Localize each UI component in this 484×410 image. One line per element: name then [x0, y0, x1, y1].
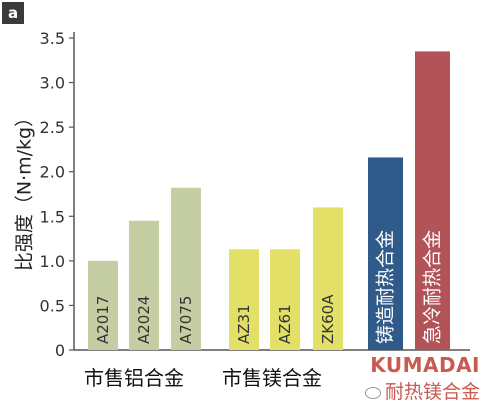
- bar-label-4: AZ61: [276, 304, 294, 344]
- bar-5: [313, 207, 343, 350]
- y-axis-label: 比强度（N·m/kg）: [13, 107, 36, 272]
- watermark-brand: KUMADAI: [370, 353, 480, 377]
- bar-1: [129, 220, 159, 350]
- bar-label-2: A7075: [177, 296, 195, 344]
- y-tick-label-5: 2.5: [40, 118, 65, 137]
- bar-label-3: AZ31: [235, 304, 253, 344]
- wechat-icon: [364, 386, 381, 399]
- bar-6: [368, 157, 403, 350]
- group-label-aluminum: 市售铝合金: [84, 366, 184, 390]
- bar-4: [270, 249, 300, 350]
- bar-label-6: 铸造耐热合金: [375, 230, 397, 344]
- panel-label: a: [2, 2, 24, 24]
- bar-2: [171, 187, 201, 350]
- bar-7: [415, 51, 450, 350]
- y-tick-label-3: 1.5: [40, 207, 65, 226]
- y-tick-label-6: 3.0: [40, 74, 65, 93]
- bar-0: [88, 260, 118, 350]
- bar-label-0: A2017: [94, 296, 112, 344]
- y-tick-label-2: 1.0: [40, 252, 65, 271]
- group-label-magnesium: 市售镁合金: [222, 366, 322, 390]
- bar-label-1: A2024: [135, 296, 153, 344]
- bar-3: [229, 249, 259, 350]
- y-tick-label-7: 3.5: [40, 29, 65, 48]
- watermark-text: 耐热镁合金: [384, 381, 480, 403]
- y-tick-label-1: 0.5: [40, 296, 65, 315]
- bar-label-5: ZK60A: [319, 294, 337, 344]
- y-tick-label-0: 0: [55, 341, 65, 360]
- bar-label-7: 急冷耐热合金: [422, 230, 444, 344]
- watermark: KUMADAI 耐热镁合金: [364, 353, 480, 404]
- y-tick-label-4: 2.0: [40, 163, 65, 182]
